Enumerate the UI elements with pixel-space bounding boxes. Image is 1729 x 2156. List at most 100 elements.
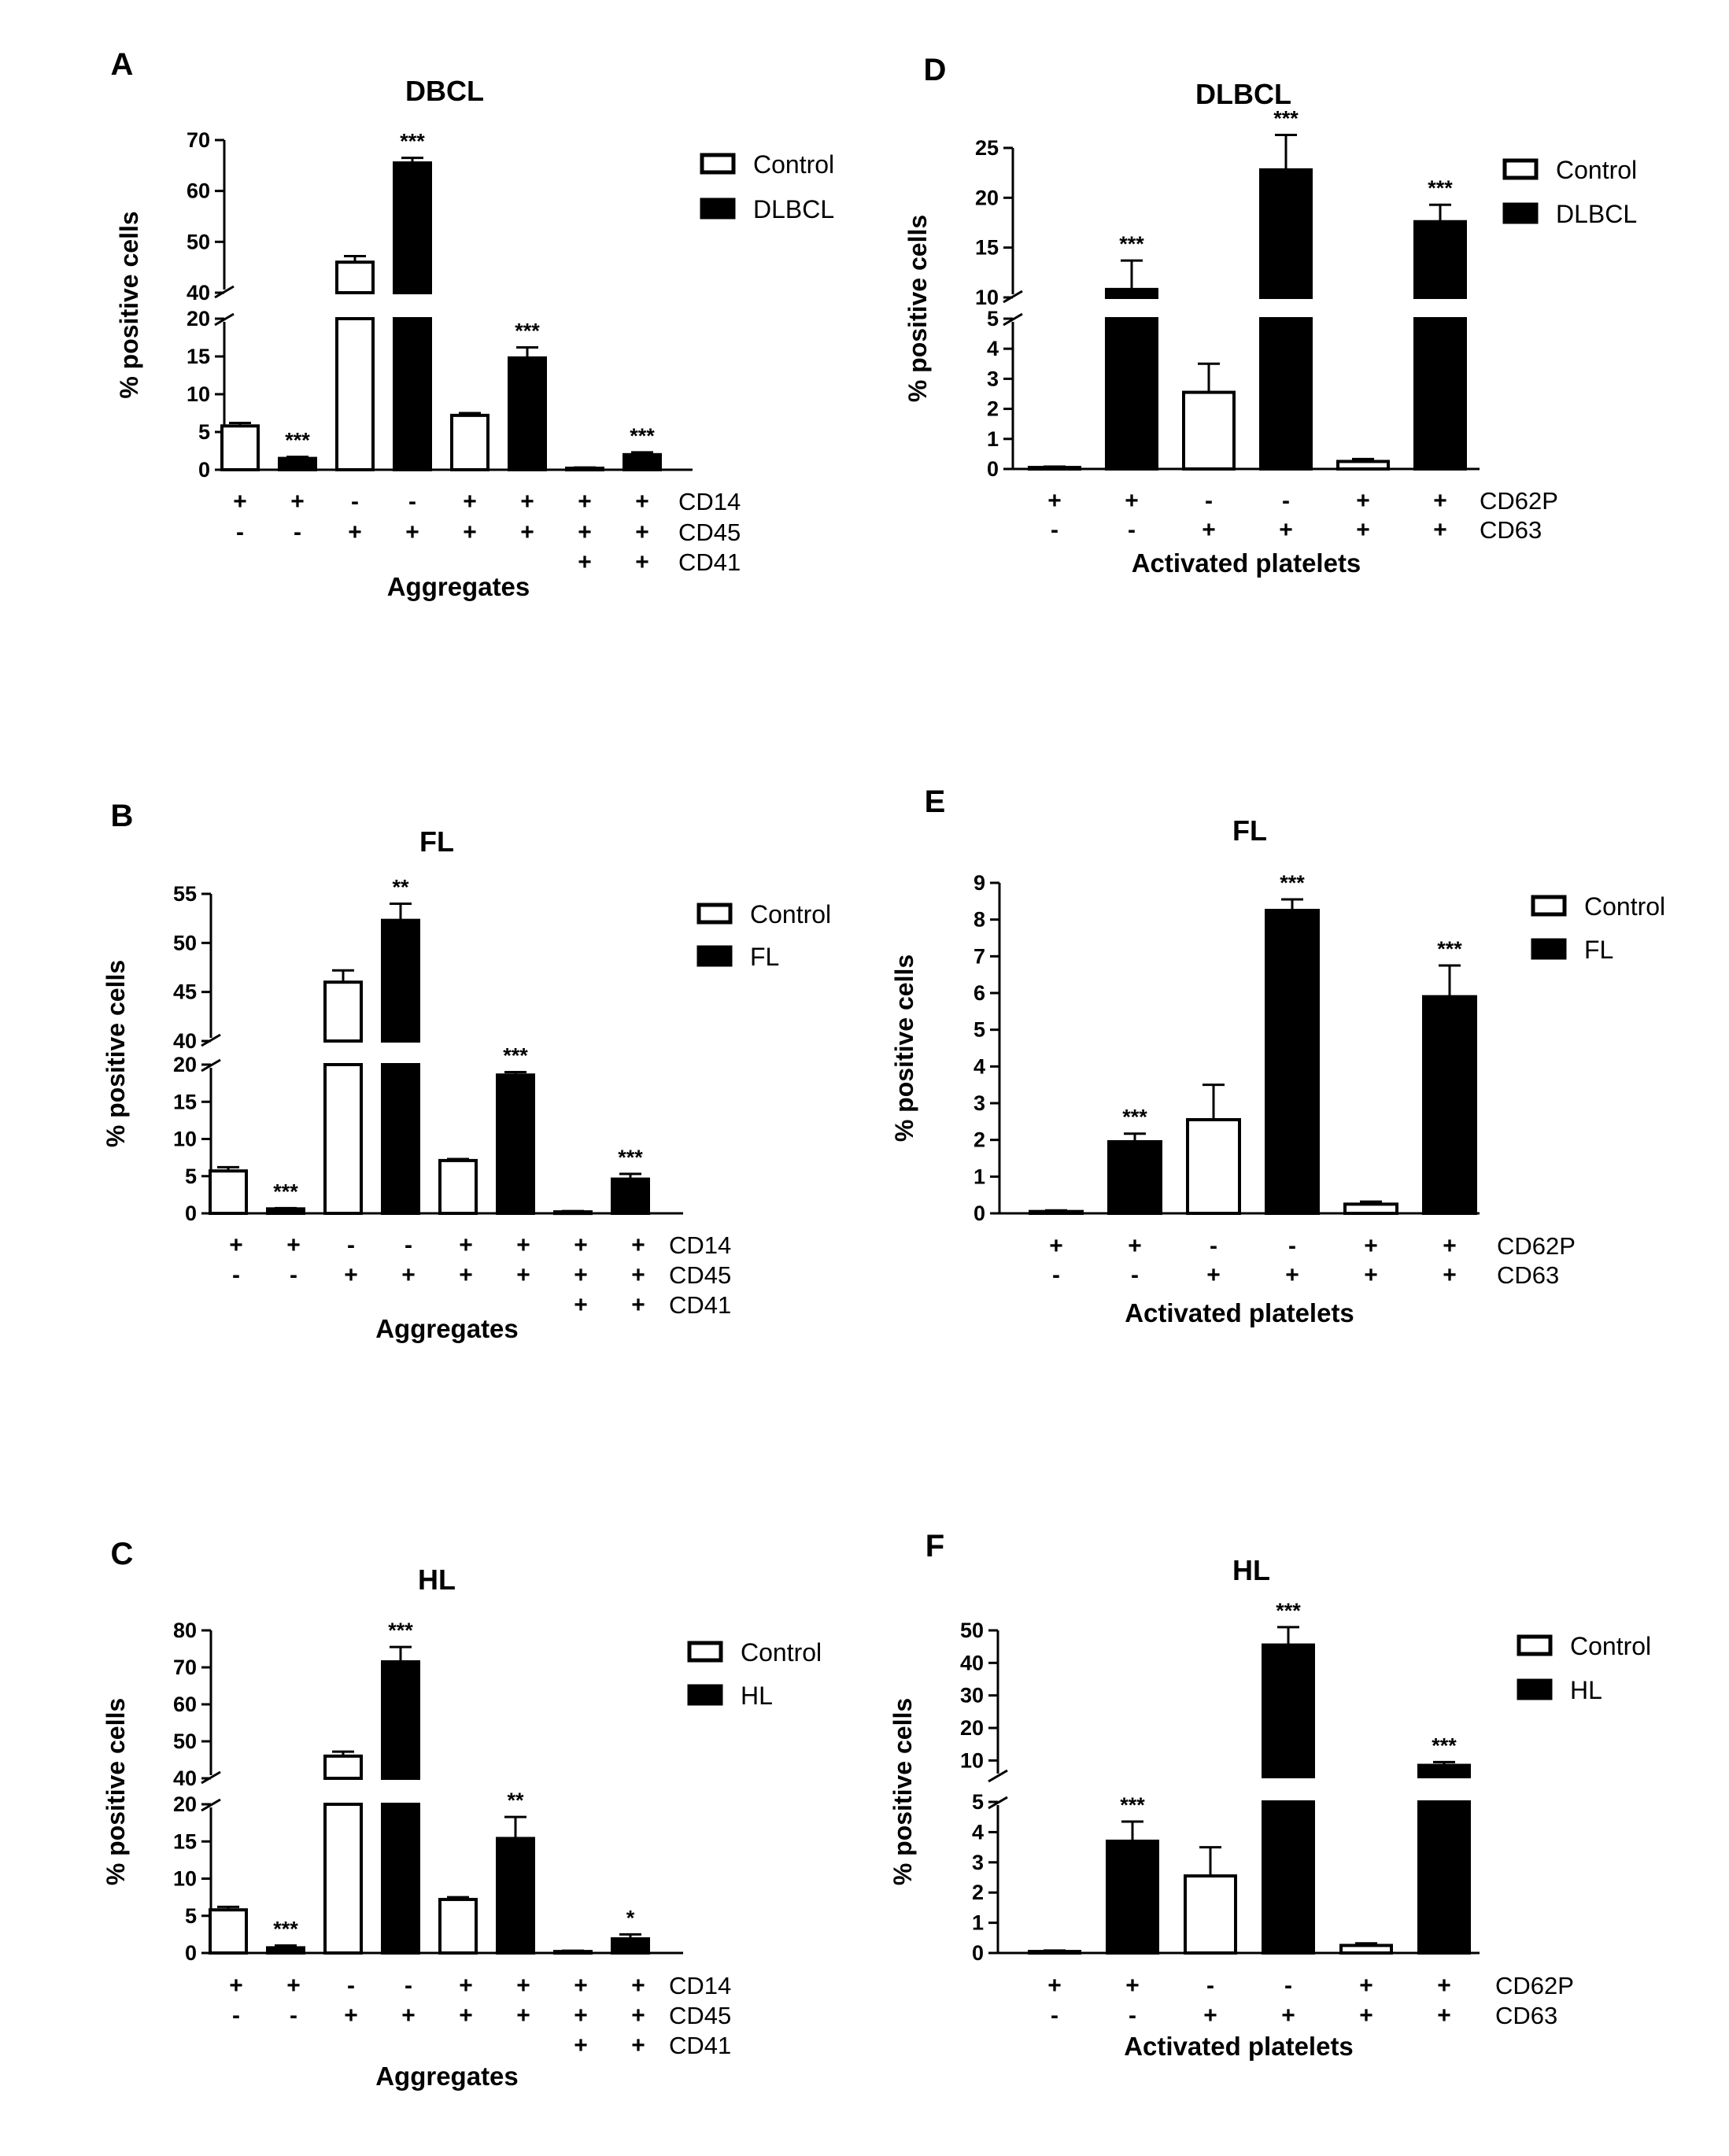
marker-sign: + bbox=[1437, 1973, 1451, 1999]
bar bbox=[209, 1908, 248, 1955]
y-tick-label: 2 bbox=[987, 397, 999, 421]
y-axis-label: % positive cells bbox=[890, 954, 918, 1142]
bar bbox=[496, 1073, 535, 1215]
significance-label: *** bbox=[1432, 1733, 1457, 1757]
marker-sign: - bbox=[347, 1973, 355, 1999]
y-tick-label: 5 bbox=[972, 1790, 984, 1814]
marker-sign: + bbox=[1437, 2003, 1451, 2029]
y-tick-label: 25 bbox=[975, 136, 999, 160]
y-tick-label: 0 bbox=[973, 1202, 985, 1225]
chart-title: FL bbox=[1232, 814, 1267, 847]
marker-sign: - bbox=[1205, 488, 1213, 514]
marker-sign: + bbox=[344, 1262, 358, 1288]
bar-group: *** bbox=[611, 1146, 650, 1216]
marker-name: CD14 bbox=[669, 1972, 731, 1999]
y-axis: 0 1 2 3 4 510 15 20 25 bbox=[975, 136, 1023, 481]
bar-group bbox=[1343, 1200, 1398, 1216]
marker-sign: + bbox=[631, 2003, 645, 2029]
bar-lower-segment bbox=[1413, 317, 1467, 471]
bar-lower-segment bbox=[393, 317, 432, 471]
bar-upper-segment bbox=[1417, 1763, 1471, 1779]
bar-group: ** bbox=[496, 1789, 535, 1955]
y-tick-label: 0 bbox=[987, 457, 999, 481]
y-tick-label: 80 bbox=[173, 1619, 197, 1642]
marker-sign: - bbox=[1051, 517, 1058, 543]
y-tick-label: 4 bbox=[987, 337, 999, 360]
bar-group bbox=[220, 421, 260, 472]
y-tick-label: 30 bbox=[960, 1684, 984, 1707]
marker-sign: + bbox=[463, 489, 477, 515]
y-tick-label: 45 bbox=[173, 980, 197, 1004]
bar-group bbox=[335, 254, 375, 471]
marker-sign: + bbox=[459, 1973, 473, 1999]
marker-sign: + bbox=[520, 519, 534, 545]
legend-swatch bbox=[1502, 202, 1539, 224]
y-tick-label: 40 bbox=[960, 1651, 984, 1674]
marker-sign: + bbox=[290, 489, 305, 515]
marker-sign: + bbox=[1202, 517, 1216, 543]
bar-group bbox=[323, 1750, 363, 1955]
y-tick-label: 5 bbox=[198, 420, 210, 444]
legend: Control HL bbox=[1517, 1632, 1651, 1704]
bar bbox=[1343, 1202, 1398, 1216]
y-axis: 0 1 2 3 4 5 6 7 8 9 bbox=[973, 871, 1001, 1225]
marker-name: CD62P bbox=[1495, 1972, 1574, 1999]
y-tick-label: 10 bbox=[975, 286, 999, 309]
bar bbox=[1107, 1140, 1162, 1215]
y-tick-label: 5 bbox=[987, 307, 999, 330]
bar-group bbox=[1184, 1846, 1237, 1955]
bars: *********** bbox=[209, 875, 650, 1216]
bar-group: *** bbox=[1106, 1793, 1159, 1955]
marker-sign: - bbox=[290, 1262, 297, 1288]
y-tick-label: 15 bbox=[187, 345, 210, 368]
marker-sign: + bbox=[1359, 2003, 1373, 2029]
marker-sign: + bbox=[459, 1262, 473, 1288]
y-tick-label: 20 bbox=[960, 1716, 984, 1740]
legend-swatch bbox=[1531, 895, 1567, 917]
y-tick-label: 20 bbox=[173, 1792, 197, 1816]
marker-sign: - bbox=[1128, 517, 1136, 543]
marker-table: + + - - + + + + CD14 - - + + + + + + CD45 + + CD41 bbox=[229, 1231, 731, 1319]
marker-sign: + bbox=[516, 2003, 530, 2029]
bar-group bbox=[1339, 1942, 1393, 1955]
y-tick-label: 40 bbox=[173, 1029, 197, 1053]
significance-label: *** bbox=[503, 1043, 528, 1067]
marker-sign: - bbox=[236, 519, 244, 545]
bar-group: *** bbox=[393, 130, 432, 471]
marker-sign: + bbox=[1128, 1233, 1142, 1259]
marker-sign: + bbox=[1443, 1262, 1457, 1288]
legend-label: Control bbox=[753, 150, 834, 179]
bar-group: *** bbox=[1413, 176, 1467, 471]
y-tick-label: 1 bbox=[987, 427, 999, 451]
marker-sign: + bbox=[574, 1292, 588, 1318]
marker-sign: + bbox=[574, 1973, 588, 1999]
marker-sign: + bbox=[1281, 2003, 1295, 2029]
legend: Control FL bbox=[1531, 892, 1665, 964]
axis-break-mark bbox=[988, 1769, 1008, 1783]
y-tick-label: 9 bbox=[973, 871, 985, 895]
bar-lower-segment bbox=[1262, 1800, 1315, 1955]
y-tick-label: 1 bbox=[972, 1911, 984, 1935]
y-tick-label: 20 bbox=[975, 186, 999, 209]
bar bbox=[1184, 1874, 1237, 1955]
bar bbox=[266, 1946, 305, 1955]
marker-sign: + bbox=[344, 2003, 358, 2029]
y-tick-label: 10 bbox=[173, 1128, 197, 1151]
y-tick-label: 0 bbox=[185, 1202, 197, 1225]
y-tick-label: 0 bbox=[972, 1941, 984, 1965]
bar-group bbox=[1336, 457, 1390, 471]
bar-group bbox=[1186, 1084, 1241, 1215]
marker-sign: - bbox=[1052, 1262, 1060, 1288]
significance-label: *** bbox=[1122, 1106, 1147, 1129]
marker-sign: - bbox=[405, 1232, 412, 1258]
y-axis-label: % positive cells bbox=[889, 1698, 917, 1885]
x-axis-label: Aggregates bbox=[375, 2062, 519, 2091]
bar-group: *** bbox=[1265, 871, 1320, 1215]
marker-sign: - bbox=[1206, 1973, 1214, 1999]
bar-lower-segment bbox=[381, 1803, 420, 1955]
y-tick-label: 7 bbox=[973, 944, 985, 968]
y-tick-label: 3 bbox=[973, 1091, 985, 1115]
bar-group bbox=[209, 1905, 248, 1955]
